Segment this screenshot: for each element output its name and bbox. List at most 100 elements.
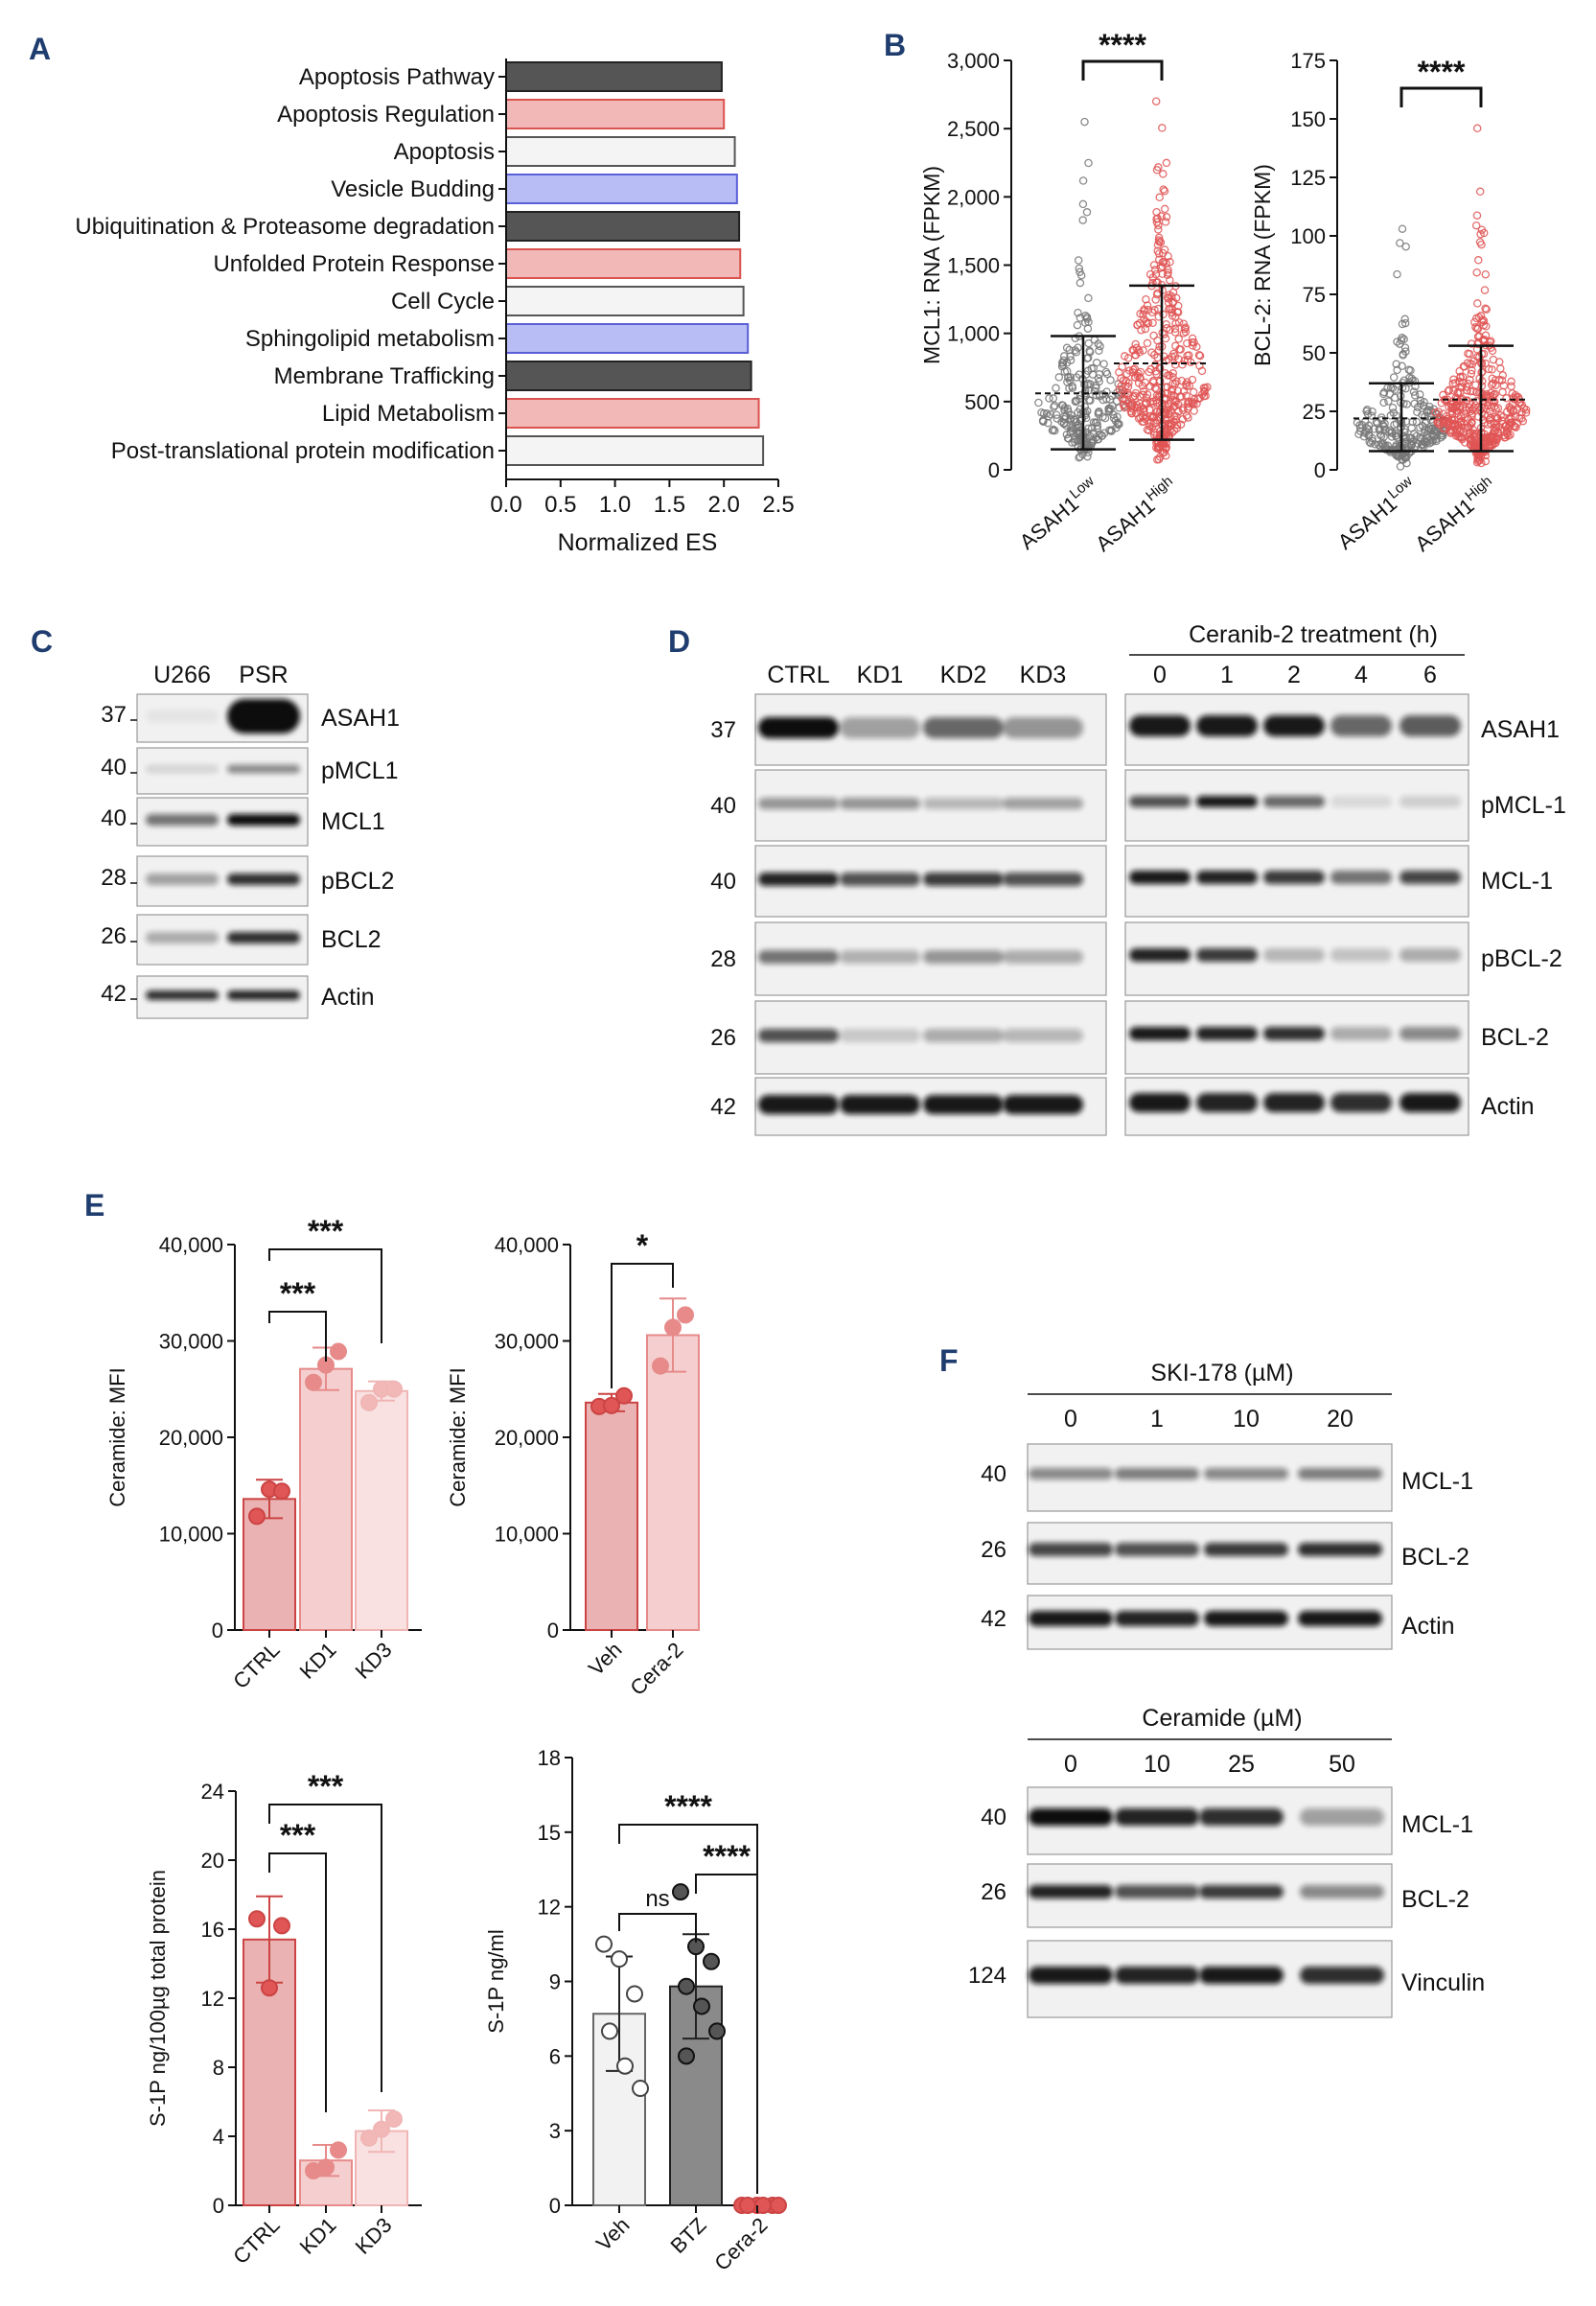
data-point bbox=[1505, 420, 1515, 429]
data-point bbox=[1482, 394, 1492, 403]
y-axis-label: Ceramide: MFI bbox=[105, 1367, 129, 1506]
significance-label: ns bbox=[645, 1886, 669, 1912]
data-point bbox=[1074, 408, 1082, 417]
data-point bbox=[616, 2057, 634, 2075]
protein-label: BCL-2 bbox=[1401, 1886, 1469, 1913]
bar bbox=[646, 1334, 700, 1631]
data-point bbox=[1075, 264, 1084, 273]
category-label: ASAH1High bbox=[1090, 473, 1182, 556]
chart-a-enrichment: Apoptosis Pathway Apoptosis Regulation Apo… bbox=[75, 58, 795, 556]
data-point bbox=[1151, 295, 1160, 304]
data-point bbox=[1095, 346, 1103, 356]
y-tick-label: 25 bbox=[1303, 400, 1326, 424]
data-point bbox=[1364, 425, 1374, 434]
data-point bbox=[1446, 429, 1455, 438]
blot-band bbox=[1029, 1808, 1113, 1826]
panel-label-b: B bbox=[884, 28, 906, 62]
x-tick-label: 1.0 bbox=[599, 492, 631, 518]
significance-bracket bbox=[695, 1874, 758, 2191]
blot-band bbox=[840, 1029, 920, 1042]
data-point bbox=[678, 1977, 695, 1995]
data-point bbox=[672, 1883, 689, 1901]
data-point bbox=[1095, 377, 1103, 386]
protein-label: MCL-1 bbox=[1401, 1468, 1473, 1495]
category-label: Lipid Metabolism bbox=[322, 401, 495, 427]
data-point bbox=[1423, 433, 1431, 442]
data-point bbox=[1400, 318, 1410, 328]
y-tick-label: 100 bbox=[1290, 224, 1326, 248]
blot-band bbox=[923, 950, 1004, 964]
lane-label: 50 bbox=[1329, 1751, 1355, 1778]
data-point bbox=[1507, 414, 1515, 424]
data-point bbox=[1490, 418, 1498, 428]
data-point bbox=[1420, 397, 1428, 407]
data-point bbox=[1482, 305, 1491, 314]
blot-band bbox=[1330, 1093, 1392, 1112]
data-point bbox=[1184, 413, 1192, 422]
data-point bbox=[1104, 405, 1114, 413]
data-point bbox=[1099, 412, 1107, 422]
protein-label: ASAH1 bbox=[321, 705, 400, 732]
data-point bbox=[1083, 366, 1093, 376]
data-point bbox=[1390, 385, 1399, 394]
mw-label: 40 bbox=[710, 793, 736, 819]
data-point bbox=[1450, 379, 1460, 387]
chart-e-ceramide-kd: 0 10,000 20,000 30,000 40,000 Ceramide: MFI CT… bbox=[105, 1214, 422, 1693]
enrichment-bar bbox=[505, 398, 760, 429]
data-point bbox=[611, 1950, 628, 1968]
data-point bbox=[1174, 317, 1184, 327]
blot-band bbox=[146, 710, 219, 723]
significance-label: **** bbox=[664, 1789, 712, 1824]
blot-band bbox=[1115, 1885, 1199, 1898]
y-tick-label: 12 bbox=[201, 1987, 224, 2011]
data-point bbox=[1156, 264, 1166, 272]
data-point bbox=[1504, 424, 1513, 432]
data-point bbox=[1169, 349, 1178, 359]
y-tick-label: 50 bbox=[1303, 341, 1326, 365]
enrichment-bar bbox=[505, 248, 742, 279]
y-tick-label: 12 bbox=[538, 1896, 561, 1920]
data-point bbox=[1161, 218, 1170, 226]
category-label: Veh bbox=[591, 2213, 635, 2256]
data-point bbox=[1050, 403, 1058, 411]
data-point bbox=[1073, 320, 1082, 330]
data-point bbox=[1091, 418, 1100, 428]
data-point bbox=[360, 1393, 378, 1411]
y-tick-label: 125 bbox=[1290, 166, 1326, 190]
data-point bbox=[1471, 430, 1481, 438]
data-point bbox=[1492, 405, 1500, 413]
data-point bbox=[1159, 408, 1168, 418]
data-point bbox=[1489, 379, 1497, 388]
category-label: Post-translational protein modification bbox=[111, 438, 495, 464]
data-point bbox=[1456, 383, 1465, 391]
blot-band bbox=[1204, 1468, 1288, 1479]
blot-band bbox=[1129, 715, 1191, 736]
data-point bbox=[1071, 397, 1080, 406]
blot-band bbox=[227, 990, 300, 1000]
blot-band bbox=[1330, 871, 1392, 884]
data-point bbox=[1464, 379, 1472, 388]
data-point bbox=[1185, 351, 1193, 360]
data-point bbox=[1487, 381, 1496, 389]
y-tick-label: 150 bbox=[1290, 107, 1326, 131]
lane-label: 10 bbox=[1233, 1406, 1260, 1433]
data-point bbox=[1467, 419, 1476, 428]
data-point bbox=[1407, 424, 1416, 432]
data-point bbox=[1197, 390, 1207, 399]
lane-label: 10 bbox=[1144, 1751, 1170, 1778]
data-point bbox=[1453, 397, 1462, 407]
data-point bbox=[1132, 400, 1142, 409]
data-point bbox=[1378, 439, 1388, 448]
data-point bbox=[1389, 373, 1399, 382]
data-point bbox=[1481, 304, 1490, 313]
lane-label: PSR bbox=[239, 662, 288, 688]
category-label: CTRL bbox=[228, 2213, 284, 2269]
data-point bbox=[1496, 411, 1505, 420]
blot-band bbox=[1300, 1808, 1384, 1826]
y-tick-label: 3,000 bbox=[947, 49, 1000, 73]
data-point bbox=[1107, 391, 1117, 401]
y-tick-label: 15 bbox=[538, 1821, 561, 1845]
data-point bbox=[1402, 458, 1411, 468]
category-label: KD1 bbox=[295, 1638, 341, 1684]
data-point bbox=[1177, 392, 1186, 402]
